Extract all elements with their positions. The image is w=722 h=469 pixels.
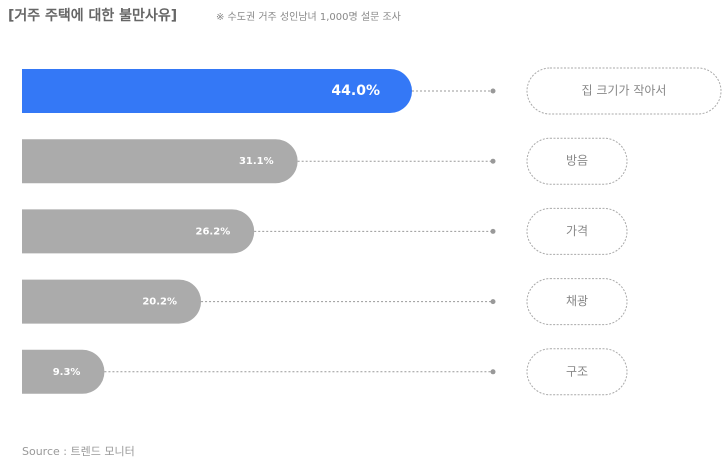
category-pill [526, 278, 628, 326]
chart-title: [거주 주택에 대한 불만사유] [8, 7, 177, 24]
category-label: 채광 [566, 294, 588, 308]
connector-dot [490, 158, 496, 164]
connector-dot [490, 369, 496, 375]
bar [22, 349, 105, 394]
category-pill [526, 67, 722, 115]
source: Source : 트렌드 모니터 [22, 445, 135, 458]
value-label: 31.1% [239, 156, 274, 167]
bar [22, 209, 255, 254]
bar [22, 69, 412, 113]
category-label: 가격 [566, 224, 588, 238]
category-label: 집 크기가 작아서 [582, 84, 667, 98]
chart-subtitle: ※ 수도권 거주 성인남녀 1,000명 설문 조사 [216, 11, 401, 23]
value-label: 26.2% [196, 226, 231, 237]
bar [22, 139, 298, 184]
category-pill [526, 137, 628, 185]
connector-dot [490, 88, 496, 94]
category-label: 구조 [566, 364, 588, 378]
value-label: 44.0% [331, 83, 380, 99]
category-label: 방음 [566, 154, 588, 168]
value-label: 20.2% [142, 297, 177, 308]
value-label: 9.3% [53, 367, 81, 378]
connector-dot [490, 228, 496, 234]
bar [22, 279, 202, 324]
category-pill [526, 348, 628, 396]
connector-dot [490, 299, 496, 305]
category-pill [526, 207, 628, 255]
